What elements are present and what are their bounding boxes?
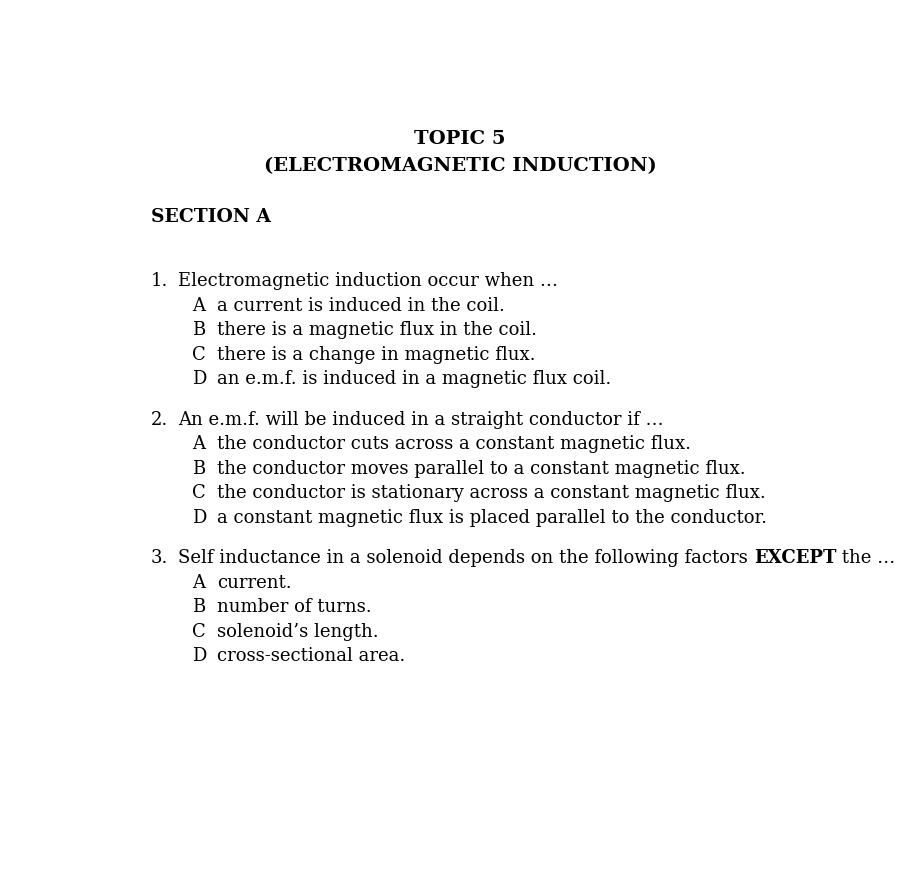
Text: (ELECTROMAGNETIC INDUCTION): (ELECTROMAGNETIC INDUCTION) xyxy=(264,157,656,175)
Text: B: B xyxy=(192,460,206,478)
Text: 2.: 2. xyxy=(151,411,168,429)
Text: A: A xyxy=(192,574,206,592)
Text: D: D xyxy=(192,370,207,388)
Text: C: C xyxy=(192,484,206,502)
Text: a current is induced in the coil.: a current is induced in the coil. xyxy=(216,296,505,315)
Text: 3.: 3. xyxy=(151,549,168,567)
Text: C: C xyxy=(192,623,206,640)
Text: current.: current. xyxy=(216,574,291,592)
Text: An e.m.f. will be induced in a straight conductor if …: An e.m.f. will be induced in a straight … xyxy=(179,411,664,429)
Text: the conductor is stationary across a constant magnetic flux.: the conductor is stationary across a con… xyxy=(216,484,765,502)
Text: A: A xyxy=(192,435,206,453)
Text: EXCEPT: EXCEPT xyxy=(753,549,836,567)
Text: TOPIC 5: TOPIC 5 xyxy=(415,130,506,147)
Text: solenoid’s length.: solenoid’s length. xyxy=(216,623,378,640)
Text: D: D xyxy=(192,647,207,665)
Text: C: C xyxy=(192,346,206,363)
Text: Electromagnetic induction occur when …: Electromagnetic induction occur when … xyxy=(179,273,559,290)
Text: SECTION A: SECTION A xyxy=(151,208,270,226)
Text: B: B xyxy=(192,321,206,339)
Text: B: B xyxy=(192,598,206,617)
Text: there is a magnetic flux in the coil.: there is a magnetic flux in the coil. xyxy=(216,321,537,339)
Text: there is a change in magnetic flux.: there is a change in magnetic flux. xyxy=(216,346,535,363)
Text: Self inductance in a solenoid depends on the following factors: Self inductance in a solenoid depends on… xyxy=(179,549,753,567)
Text: cross-sectional area.: cross-sectional area. xyxy=(216,647,405,665)
Text: the conductor moves parallel to a constant magnetic flux.: the conductor moves parallel to a consta… xyxy=(216,460,745,478)
Text: A: A xyxy=(192,296,206,315)
Text: 1.: 1. xyxy=(151,273,168,290)
Text: the …: the … xyxy=(836,549,895,567)
Text: an e.m.f. is induced in a magnetic flux coil.: an e.m.f. is induced in a magnetic flux … xyxy=(216,370,611,388)
Text: the conductor cuts across a constant magnetic flux.: the conductor cuts across a constant mag… xyxy=(216,435,691,453)
Text: D: D xyxy=(192,509,207,527)
Text: number of turns.: number of turns. xyxy=(216,598,371,617)
Text: a constant magnetic flux is placed parallel to the conductor.: a constant magnetic flux is placed paral… xyxy=(216,509,767,527)
